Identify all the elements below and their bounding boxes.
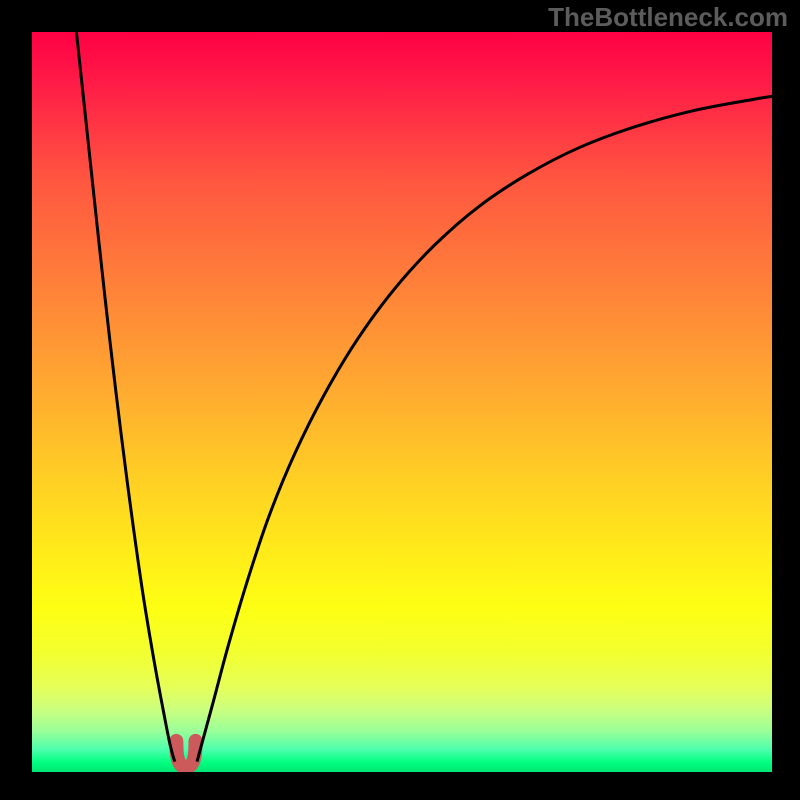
figure-root: TheBottleneck.com [0, 0, 800, 800]
plot-area [32, 32, 772, 772]
plot-svg [32, 32, 772, 772]
watermark-text: TheBottleneck.com [548, 4, 788, 30]
gradient-background [32, 32, 772, 772]
